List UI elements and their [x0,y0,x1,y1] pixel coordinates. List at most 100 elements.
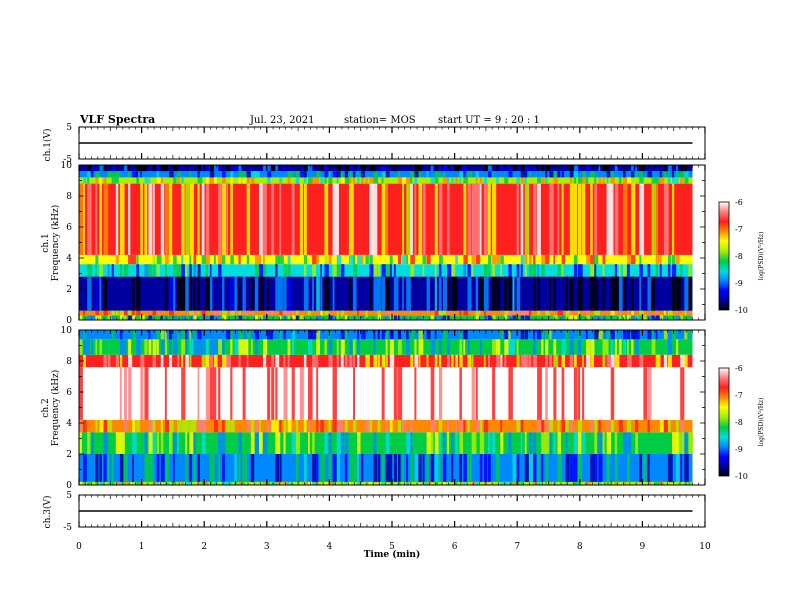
ch1-time-column [586,165,591,320]
ch2-time-column [214,339,219,485]
ch1-voltage-axis-label: ch.1(V) [42,129,53,162]
ch1-time-column [663,165,669,320]
ch1-time-column [119,183,125,320]
time-tick-label-10: 10 [699,542,711,552]
ch1-time-column [631,165,636,320]
time-tick-label-4: 4 [327,542,333,552]
ch2-time-column [320,419,326,482]
ch2-time-column [95,339,99,485]
ch2-time-column [455,354,459,485]
ch2-time-column [111,330,117,485]
ch1-time-column [107,171,113,320]
ch2-time-column [635,330,640,454]
ch2-time-column [533,330,538,485]
time-tick-label-7: 7 [514,542,520,552]
ch2-time-column [132,330,137,482]
ch1-time-column [639,165,645,316]
ch1-time-column [357,165,362,316]
ch1-time-column [602,165,607,320]
ch1-time-column [283,165,287,320]
time-tick-label-3: 3 [264,542,270,552]
ch2-time-column [205,339,210,485]
ch2-time-column [598,330,603,485]
ch1-time-column [197,165,203,316]
ch1-time-column [177,171,182,311]
ch1-freq-tick-8: 8 [66,192,72,202]
ch1-time-column [504,177,509,320]
ch1-time-column [156,165,162,316]
ch1-spectrogram-image [79,165,693,320]
ch2-time-column [250,339,255,482]
ch2-time-column [119,330,125,485]
ch2-time-column [524,330,529,482]
ch2-time-column [185,330,190,485]
ch2-time-column [377,330,381,482]
ch1-freq-tick-2: 2 [66,285,72,295]
ch1-time-column [398,171,403,320]
ch1-time-column [115,171,121,316]
ch1-time-column [103,165,109,316]
ch1-time-column [91,165,96,320]
ch1-time-column [635,165,640,320]
ch1-time-column [193,254,199,320]
ch2-time-column [160,330,165,482]
ch2-time-column [128,339,133,420]
ch2-time-column [475,367,480,485]
ch1-frequency-axis-label: Frequency (kHz) [50,205,61,282]
time-tick-label-2: 2 [201,542,207,552]
ch2-time-column [663,330,669,433]
ch1-time-column [537,165,541,316]
time-axis: 0 1 2 3 4 5 6 7 8 9 10 [76,542,711,552]
ch1-time-column [488,165,492,320]
ch2-time-column [672,330,677,454]
ch1-ytick-bottom: -5 [63,155,72,165]
ch1-waveform-ticks [78,127,706,159]
ch2-freq-tick-0: 0 [66,481,72,491]
ch2-time-column [586,330,591,485]
ch2-time-column [271,330,277,485]
ch2-spectrogram-image [79,330,694,485]
ch2-time-column [639,354,644,482]
ch1-band-6 [79,177,693,184]
ch2-time-column [287,339,292,485]
ch1-time-column [393,165,399,320]
ch1-time-column [418,165,422,320]
ch1-time-column [201,165,207,320]
ch2-time-column [373,330,378,482]
ch1-time-column [438,165,444,320]
ch1-time-column [627,177,632,320]
ch1-time-column [381,165,387,311]
ch1-time-column [128,165,133,320]
ch2-time-column [561,339,567,433]
ch2-time-column [393,367,398,482]
ch2-time-column [504,330,509,485]
ch2-time-column [357,330,362,485]
ch2-time-column [291,330,297,485]
ch2-time-column [414,339,419,482]
ch1-time-column [651,177,657,320]
ch2-time-column [578,330,583,485]
ch1-time-column [500,165,504,277]
ch2-time-column [177,330,181,454]
ch1-time-column [222,171,227,320]
ch2-time-column [218,339,223,482]
ch1-time-column [169,171,174,316]
ch2-colorbar-tick-8: -8 [735,418,743,427]
ch2-time-column [467,339,472,482]
ch2-time-column [230,330,235,485]
ch1-time-column [524,165,530,320]
ch1-time-column [680,165,685,320]
ch2-time-column [263,339,268,485]
ch3-waveform-ticks [78,495,706,527]
ch1-time-column [79,183,84,320]
ch2-time-column [173,339,178,485]
ch1-time-column [291,171,296,320]
ch2-time-column [647,330,652,485]
ch2-time-column [557,419,562,482]
ch2-time-column [590,339,595,482]
ch1-colorbar-tick-8: -8 [735,252,743,261]
time-axis-label: Time (min) [364,549,421,560]
ch2-time-column [312,330,317,485]
ch1-time-column [324,165,330,316]
